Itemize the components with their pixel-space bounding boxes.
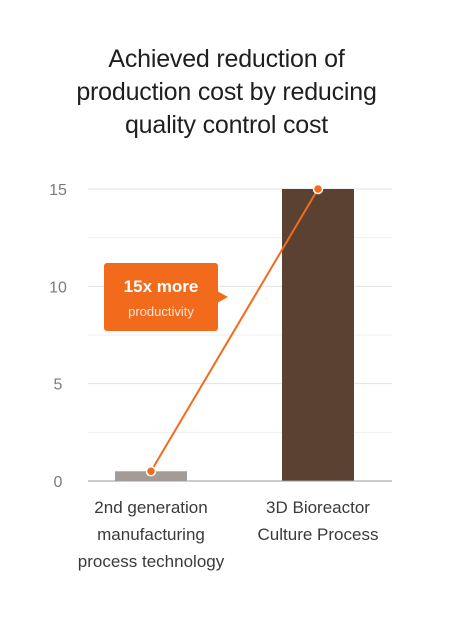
y-tick-label: 15 — [49, 182, 67, 199]
y-tick-label: 0 — [54, 474, 63, 491]
category-label: Culture Process — [258, 525, 379, 544]
category-labels: 2nd generation manufacturing process techn… — [78, 498, 379, 571]
y-axis-tick-labels: 0 5 10 15 — [49, 182, 67, 491]
chart-title-line-2: production cost by reducing — [76, 78, 377, 106]
trend-line — [145, 183, 324, 477]
bars — [115, 189, 354, 481]
chart-title-line-1: Achieved reduction of — [108, 45, 345, 73]
annotation-pointer — [217, 291, 228, 303]
annotation-title: 15x more — [124, 277, 199, 296]
annotation-box — [104, 263, 218, 331]
trend-line-segment — [150, 188, 319, 472]
trend-point — [312, 183, 324, 195]
chart-title: Achieved reduction of production cost by… — [0, 43, 453, 142]
annotation-subtitle: productivity — [128, 304, 194, 319]
chart-title-line-3: quality control cost — [124, 111, 329, 139]
y-tick-label: 10 — [49, 279, 67, 296]
category-label: manufacturing — [97, 525, 205, 544]
y-tick-label: 5 — [54, 377, 63, 394]
trend-point — [145, 466, 157, 477]
annotation-callout: 15x more productivity — [104, 263, 228, 331]
bar — [282, 189, 354, 481]
category-label: 3D Bioreactor — [266, 498, 370, 517]
category-label: 2nd generation — [94, 498, 207, 517]
category-label: process technology — [78, 552, 225, 571]
